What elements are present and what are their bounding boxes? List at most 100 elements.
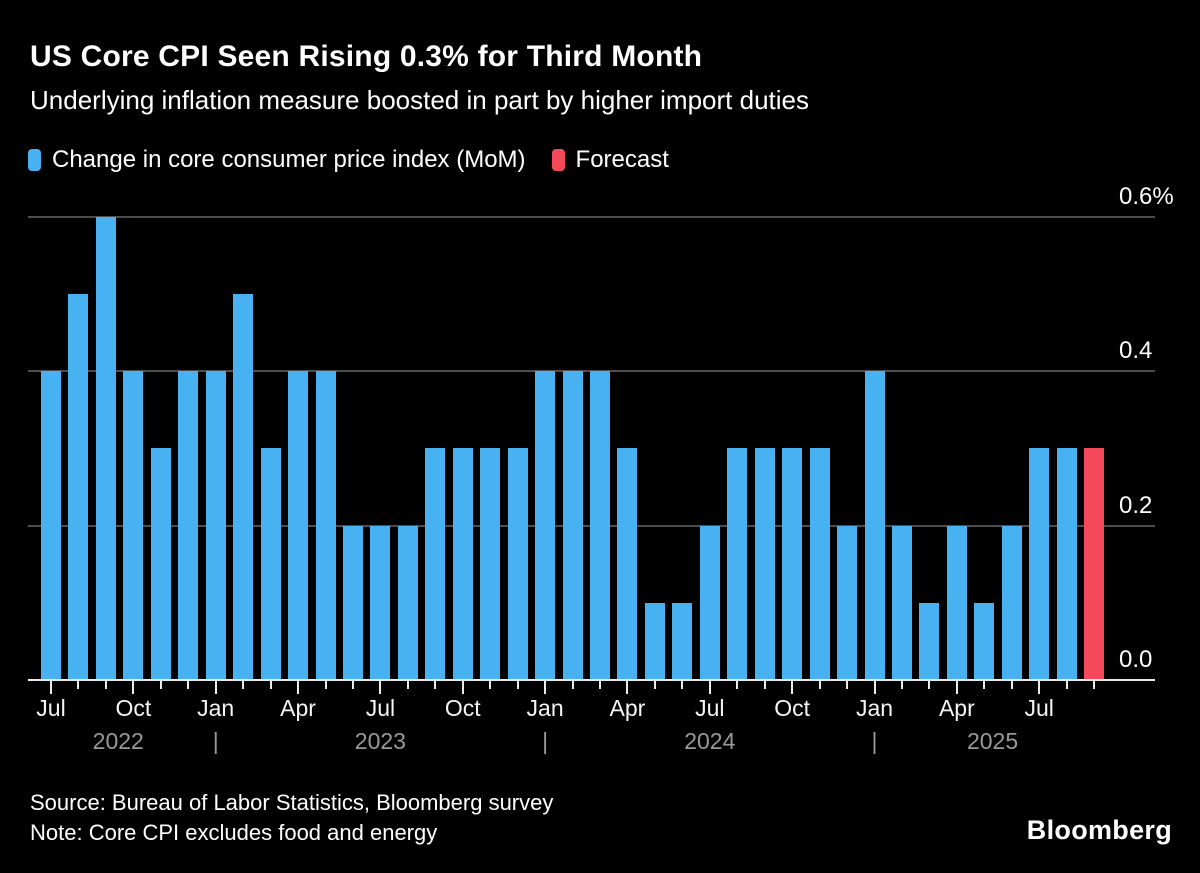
x-tick-mar-2025 xyxy=(928,681,931,689)
legend-item-actual: Change in core consumer price index (MoM… xyxy=(28,146,526,174)
bar-nov-2022 xyxy=(150,448,171,680)
x-tick-feb-2024 xyxy=(571,681,574,689)
bar-aug-2023 xyxy=(397,525,418,680)
x-tick-jun-2024 xyxy=(681,681,684,689)
x-tick-label-jan-2025: Jan xyxy=(855,695,894,721)
bar-may-2024 xyxy=(644,602,665,680)
bar-jul-2024 xyxy=(699,525,720,680)
bar-jan-2025 xyxy=(864,371,885,680)
x-tick-dec-2022 xyxy=(187,681,190,689)
bar-sep-2025 xyxy=(1084,448,1105,680)
gridline-0.6% xyxy=(28,215,1155,218)
x-tick-label-apr-2025: Apr xyxy=(938,695,975,721)
bar-nov-2024 xyxy=(809,448,830,680)
x-tick-aug-2024 xyxy=(736,681,739,689)
x-tick-label-jul-2024: Jul xyxy=(695,695,725,721)
bar-mar-2023 xyxy=(260,448,281,680)
legend-item-forecast: Forecast xyxy=(551,146,669,174)
bar-jan-2024 xyxy=(535,371,556,680)
year-label-2024: 2024 xyxy=(684,728,736,754)
bar-dec-2023 xyxy=(507,448,528,680)
bar-dec-2022 xyxy=(178,371,199,680)
x-tick-nov-2022 xyxy=(159,681,162,689)
x-tick-jan-2023 xyxy=(214,681,217,694)
bar-jun-2024 xyxy=(672,602,693,680)
x-tick-may-2025 xyxy=(983,681,986,689)
x-tick-may-2024 xyxy=(653,681,656,689)
x-tick-aug-2022 xyxy=(77,681,80,689)
x-tick-apr-2024 xyxy=(626,681,629,694)
bar-aug-2024 xyxy=(727,448,748,680)
bar-feb-2025 xyxy=(891,525,912,680)
bar-apr-2024 xyxy=(617,448,638,680)
x-tick-jan-2025 xyxy=(873,681,876,694)
year-label-2023: 2023 xyxy=(354,728,406,754)
bar-sep-2022 xyxy=(95,216,116,680)
bar-nov-2023 xyxy=(480,448,501,680)
x-tick-mar-2023 xyxy=(269,681,272,689)
year-label-2022: 2022 xyxy=(92,728,144,754)
x-axis-baseline xyxy=(28,679,1155,681)
x-tick-mar-2024 xyxy=(599,681,601,689)
bar-jul-2022 xyxy=(41,371,61,680)
year-separator-1: | xyxy=(212,728,219,754)
bar-sep-2024 xyxy=(754,448,775,680)
y-tick-label-0.4: 0.4 xyxy=(1119,337,1153,365)
x-tick-apr-2023 xyxy=(297,681,300,694)
note-line: Note: Core CPI excludes food and energy xyxy=(30,820,438,845)
bar-sep-2023 xyxy=(425,448,446,680)
y-tick-label-0.6%: 0.6% xyxy=(1119,182,1174,210)
blue-square-swatch-icon xyxy=(28,149,41,171)
red-square-swatch-icon xyxy=(551,149,565,171)
x-tick-label-apr-2024: Apr xyxy=(609,695,646,721)
x-tick-feb-2023 xyxy=(242,681,245,689)
bar-oct-2024 xyxy=(782,448,803,680)
legend: Change in core consumer price index (MoM… xyxy=(28,146,669,174)
bar-mar-2025 xyxy=(919,602,940,680)
chart-title: US Core CPI Seen Rising 0.3% for Third M… xyxy=(30,40,703,73)
year-label-2025: 2025 xyxy=(966,728,1019,754)
bar-jan-2023 xyxy=(205,371,226,680)
bloomberg-logo: Bloomberg xyxy=(1026,815,1172,845)
x-tick-may-2023 xyxy=(324,681,327,689)
x-tick-label-jul-2025: Jul xyxy=(1024,695,1054,721)
x-tick-jun-2025 xyxy=(1010,681,1013,689)
bar-oct-2023 xyxy=(452,448,473,680)
bar-jun-2025 xyxy=(1001,525,1022,680)
x-tick-dec-2024 xyxy=(846,681,849,689)
x-tick-feb-2025 xyxy=(900,681,903,689)
x-tick-label-jan-2023: Jan xyxy=(197,695,235,721)
bar-jul-2025 xyxy=(1029,448,1050,680)
x-tick-dec-2023 xyxy=(516,681,519,689)
x-tick-label-oct-2022: Oct xyxy=(115,695,152,721)
chart-subtitle: Underlying inflation measure boosted in … xyxy=(30,85,809,115)
x-tick-label-jul-2022: Jul xyxy=(36,695,66,721)
x-tick-oct-2022 xyxy=(132,681,135,694)
x-tick-label-oct-2024: Oct xyxy=(774,695,811,721)
x-tick-label-oct-2023: Oct xyxy=(444,695,481,721)
bar-may-2025 xyxy=(974,602,995,680)
bar-apr-2023 xyxy=(288,371,309,680)
legend-label-forecast: Forecast xyxy=(575,146,669,173)
bar-apr-2025 xyxy=(946,525,967,680)
x-tick-nov-2024 xyxy=(818,681,821,689)
x-tick-label-jan-2024: Jan xyxy=(526,695,564,721)
bar-aug-2022 xyxy=(68,294,89,680)
year-separator-3: | xyxy=(542,728,549,754)
x-tick-sep-2025 xyxy=(1093,681,1096,689)
x-tick-sep-2024 xyxy=(763,681,766,689)
x-tick-jul-2022 xyxy=(50,681,52,694)
x-tick-aug-2023 xyxy=(406,681,409,689)
x-tick-label-apr-2023: Apr xyxy=(280,695,316,721)
source-line: Source: Bureau of Labor Statistics, Bloo… xyxy=(30,790,554,815)
x-tick-jul-2025 xyxy=(1038,681,1041,694)
y-tick-label-0.2: 0.2 xyxy=(1119,491,1153,519)
bar-feb-2024 xyxy=(562,371,583,680)
x-tick-oct-2023 xyxy=(461,681,464,694)
bar-dec-2024 xyxy=(837,525,858,680)
year-separator-5: | xyxy=(871,728,878,754)
x-tick-jun-2023 xyxy=(351,681,354,689)
x-tick-sep-2022 xyxy=(104,681,107,689)
x-tick-sep-2023 xyxy=(434,681,437,689)
